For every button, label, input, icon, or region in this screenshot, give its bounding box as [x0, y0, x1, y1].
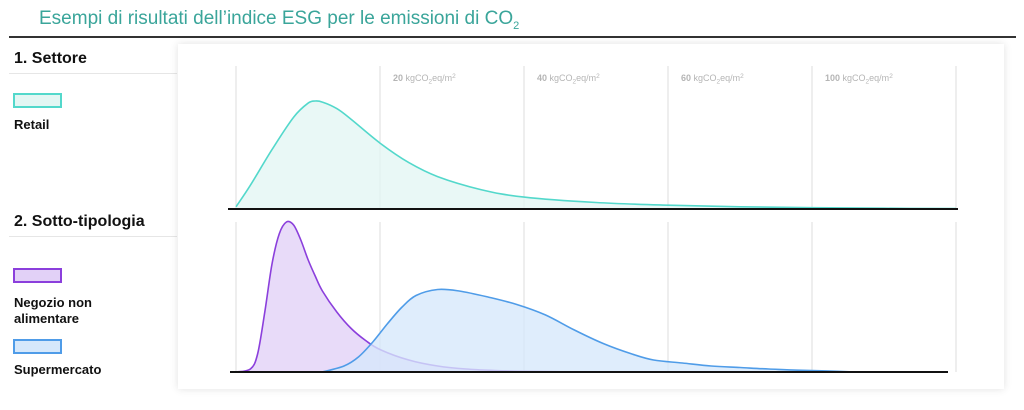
section-sotto-tipologia-heading: 2. Sotto-tipologia [14, 213, 145, 230]
legend-swatch-retail [13, 93, 62, 108]
x-tick-label-100: 100 kgCO2eq/m2 [825, 73, 893, 86]
x-tick-label-40: 40 kgCO2eq/m2 [537, 73, 600, 86]
legend-label-retail: Retail [14, 117, 50, 132]
series-area-negozio-non-alimentare [236, 221, 560, 372]
section-sotto-tipologia-divider [9, 236, 177, 237]
legend-swatch-supermercato [13, 339, 62, 354]
title-divider [9, 36, 1016, 38]
x-tick-label-20: 20 kgCO2eq/m2 [393, 73, 456, 86]
legend-label-negozio: Negozio non alimentare [14, 295, 92, 326]
series-line-supermercato [322, 288, 856, 373]
legend-label-supermercato: Supermercato [14, 362, 102, 377]
section-settore-divider [9, 73, 177, 74]
section-settore-heading: 1. Settore [14, 50, 87, 67]
legend-swatch-negozio [13, 268, 62, 283]
series-area-retail [236, 100, 956, 209]
series-line-retail [235, 100, 957, 210]
series-area-supermercato [322, 289, 856, 372]
page-title: Esempi di risultati dell’indice ESG per … [39, 8, 520, 32]
x-tick-label-60: 60 kgCO2eq/m2 [681, 73, 744, 86]
